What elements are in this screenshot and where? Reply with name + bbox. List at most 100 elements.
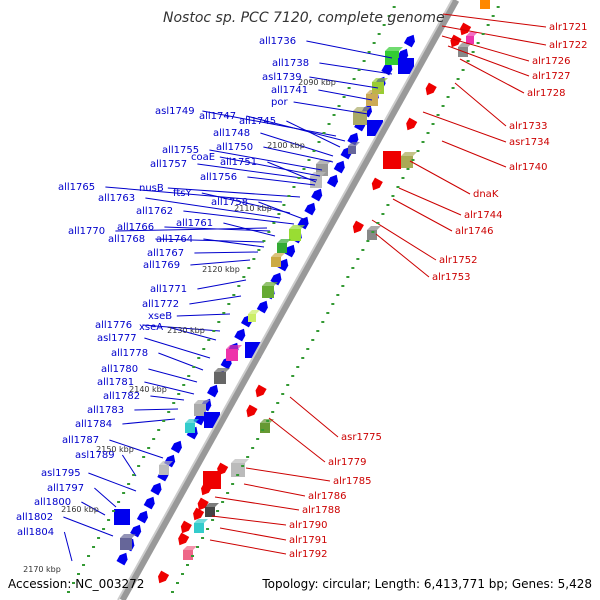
minus-strand-gene-arrow[interactable] <box>256 299 271 314</box>
gene-label-all1767[interactable]: all1767 <box>147 248 184 259</box>
gene-label-asr1775[interactable]: asr1775 <box>341 432 382 443</box>
gene-label-asl1795[interactable]: asl1795 <box>41 468 81 479</box>
minus-strand-gene-arrow[interactable] <box>277 257 291 272</box>
plus-strand-gene-arrow[interactable] <box>404 117 418 133</box>
plus-strand-gene-arrow[interactable] <box>423 82 437 98</box>
gene-label-all1800[interactable]: all1800 <box>34 497 71 508</box>
minus-strand-gene-arrow[interactable] <box>207 383 221 398</box>
gene-label-asl1777[interactable]: asl1777 <box>97 333 137 344</box>
gene-label-all1738[interactable]: all1738 <box>272 58 309 69</box>
minus-strand-gene-block[interactable] <box>398 58 414 74</box>
gene-label-all1780[interactable]: all1780 <box>101 364 138 375</box>
gene-label-asr1734[interactable]: asr1734 <box>509 137 550 148</box>
gene-label-all1787[interactable]: all1787 <box>62 435 99 446</box>
gene-label-alr1792[interactable]: alr1792 <box>289 549 327 560</box>
minus-strand-gene-arrow[interactable] <box>326 173 341 188</box>
minus-strand-gene-arrow[interactable] <box>311 187 325 202</box>
gene-label-asl1739[interactable]: asl1739 <box>262 72 302 83</box>
gene-label-all1745[interactable]: all1745 <box>239 116 276 127</box>
gene-label-all1804[interactable]: all1804 <box>17 527 54 538</box>
gene-label-all1784[interactable]: all1784 <box>75 419 112 430</box>
gene-label-all1770[interactable]: all1770 <box>68 226 105 237</box>
gene-label-all1783[interactable]: all1783 <box>87 405 124 416</box>
gene-label-ftsY[interactable]: ftsY <box>173 188 192 199</box>
plus-strand-gene-arrow[interactable] <box>190 507 205 523</box>
plus-strand-gene-arrow[interactable] <box>176 532 190 548</box>
minus-strand-gene-block[interactable] <box>114 509 130 525</box>
minus-strand-gene-arrow[interactable] <box>150 481 164 496</box>
gene-label-all1751[interactable]: all1751 <box>220 157 257 168</box>
gene-label-all1750[interactable]: all1750 <box>216 142 253 153</box>
minus-strand-gene-arrow[interactable] <box>143 495 158 510</box>
plus-strand-gene-block[interactable] <box>383 151 401 169</box>
gene-label-all1771[interactable]: all1771 <box>150 284 187 295</box>
gene-label-all1761[interactable]: all1761 <box>176 218 213 229</box>
gene-label-asl1749[interactable]: asl1749 <box>155 106 195 117</box>
gene-label-all1741[interactable]: all1741 <box>271 85 308 96</box>
gene-label-alr1790[interactable]: alr1790 <box>289 520 327 531</box>
gene-label-xseB[interactable]: xseB <box>148 311 172 322</box>
gene-label-alr1728[interactable]: alr1728 <box>527 88 565 99</box>
gene-label-all1736[interactable]: all1736 <box>259 36 296 47</box>
gene-label-all1757[interactable]: all1757 <box>150 159 187 170</box>
plus-strand-gene-arrow[interactable] <box>253 384 267 400</box>
plus-strand-gene-arrow[interactable] <box>448 34 462 50</box>
gene-label-all1755[interactable]: all1755 <box>162 145 199 156</box>
gene-label-all1762[interactable]: all1762 <box>136 206 173 217</box>
gene-label-all1756[interactable]: all1756 <box>200 172 237 183</box>
minus-strand-gene-arrow[interactable] <box>136 509 151 524</box>
gene-label-alr1727[interactable]: alr1727 <box>532 71 570 82</box>
minus-strand-gene-arrow[interactable] <box>333 159 348 174</box>
gene-label-asl1789[interactable]: asl1789 <box>75 450 115 461</box>
gene-label-all1776[interactable]: all1776 <box>95 320 132 331</box>
gene-label-all1768[interactable]: all1768 <box>108 234 145 245</box>
gene-label-all1764[interactable]: all1764 <box>156 234 193 245</box>
minus-strand-gene-arrow[interactable] <box>116 551 131 566</box>
minus-strand-gene-arrow[interactable] <box>234 327 248 342</box>
minus-strand-gene-arrow[interactable] <box>403 33 418 48</box>
gene-label-alr1779[interactable]: alr1779 <box>328 457 366 468</box>
gene-label-alr1740[interactable]: alr1740 <box>509 162 547 173</box>
minus-strand-gene-arrow[interactable] <box>283 243 298 258</box>
gene-label-all1772[interactable]: all1772 <box>142 299 179 310</box>
gene-label-alr1744[interactable]: alr1744 <box>464 210 502 221</box>
gene-label-all1782[interactable]: all1782 <box>103 391 140 402</box>
gene-label-alr1791[interactable]: alr1791 <box>289 535 327 546</box>
gene-label-all1802[interactable]: all1802 <box>16 512 53 523</box>
gene-label-all1797[interactable]: all1797 <box>47 483 84 494</box>
gene-label-alr1753[interactable]: alr1753 <box>432 272 470 283</box>
gene-label-alr1752[interactable]: alr1752 <box>439 255 477 266</box>
plus-strand-gene-block[interactable] <box>203 471 221 489</box>
gene-label-all1747[interactable]: all1747 <box>199 111 236 122</box>
gene-label-alr1788[interactable]: alr1788 <box>302 505 340 516</box>
gene-label-alr1726[interactable]: alr1726 <box>532 56 570 67</box>
gene-label-alr1746[interactable]: alr1746 <box>455 226 493 237</box>
gene-label-all1758[interactable]: all1758 <box>211 197 248 208</box>
plus-strand-gene-arrow[interactable] <box>244 404 258 420</box>
plus-strand-gene-arrow[interactable] <box>178 520 192 536</box>
gene-label-all1778[interactable]: all1778 <box>111 348 148 359</box>
gene-label-all1763[interactable]: all1763 <box>98 193 135 204</box>
plus-strand-gene-arrow[interactable] <box>195 497 209 513</box>
minus-strand-gene-arrow[interactable] <box>170 439 185 454</box>
plus-strand-gene-arrow[interactable] <box>457 22 472 38</box>
gene-label-alr1786[interactable]: alr1786 <box>308 491 346 502</box>
gene-label-all1769[interactable]: all1769 <box>143 260 180 271</box>
gene-label-alr1733[interactable]: alr1733 <box>509 121 547 132</box>
minus-strand-gene-arrow[interactable] <box>381 61 395 76</box>
plus-strand-gene-arrow[interactable] <box>369 177 383 193</box>
gene-label-por[interactable]: por <box>271 97 288 108</box>
minus-strand-gene-arrow[interactable] <box>304 201 318 216</box>
gene-label-all1748[interactable]: all1748 <box>213 128 250 139</box>
gene-label-alr1722[interactable]: alr1722 <box>549 40 587 51</box>
gene-label-xseA[interactable]: xseA <box>139 322 163 333</box>
gene-label-coaE[interactable]: coaE <box>191 152 215 163</box>
gene-label-dnaK[interactable]: dnaK <box>473 189 499 200</box>
gene-label-all1766[interactable]: all1766 <box>117 222 154 233</box>
plus-strand-gene-arrow[interactable] <box>350 220 364 236</box>
plus-strand-gene-arrow[interactable] <box>155 570 170 586</box>
gene-label-alr1785[interactable]: alr1785 <box>333 476 371 487</box>
gene-label-nusB[interactable]: nusB <box>139 183 164 194</box>
gene-label-all1765[interactable]: all1765 <box>58 182 95 193</box>
gene-label-alr1721[interactable]: alr1721 <box>549 22 587 33</box>
